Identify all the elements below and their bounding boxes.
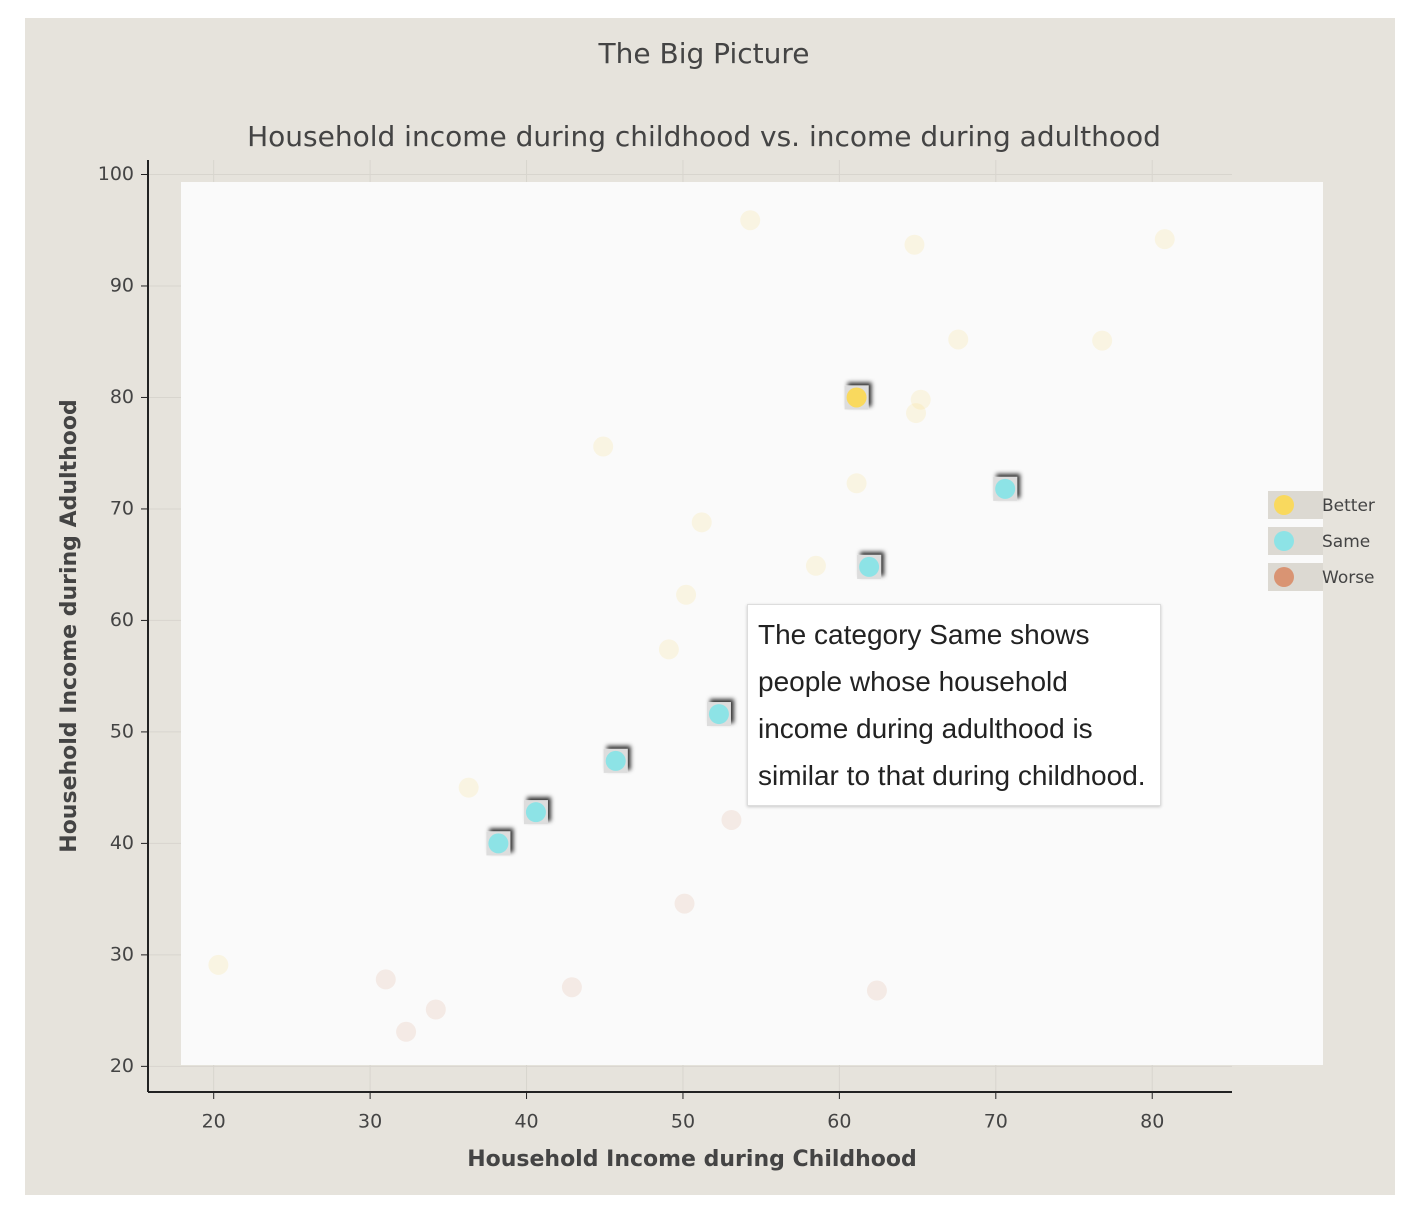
point — [375, 969, 396, 990]
x-tick-label: 40 — [514, 1111, 538, 1133]
y-tick-label: 20 — [110, 1055, 134, 1077]
point — [740, 210, 761, 231]
legend-label: Same — [1322, 532, 1370, 552]
point — [805, 555, 826, 576]
legend-label: Worse — [1322, 568, 1375, 588]
y-tick-label: 30 — [110, 943, 134, 965]
x-tick-label: 30 — [358, 1111, 382, 1133]
point — [846, 473, 867, 494]
x-tick-label: 50 — [671, 1111, 695, 1133]
point — [708, 704, 729, 725]
x-tick-label: 80 — [1140, 1111, 1164, 1133]
point — [1092, 330, 1113, 351]
point — [846, 387, 867, 408]
point — [904, 234, 925, 255]
x-tick-label: 20 — [202, 1111, 226, 1133]
point — [948, 329, 969, 350]
point — [208, 954, 229, 975]
point — [396, 1021, 417, 1042]
x-tick-label: 70 — [984, 1111, 1008, 1133]
legend-swatch — [1274, 531, 1294, 551]
point — [561, 977, 582, 998]
point — [605, 750, 626, 771]
legend-swatch — [1274, 495, 1294, 515]
point — [866, 980, 887, 1001]
chart-title: The Big Picture — [598, 37, 810, 70]
legend-label: Better — [1322, 496, 1375, 516]
point — [906, 403, 927, 424]
x-axis-label: Household Income during Childhood — [467, 1147, 917, 1172]
y-tick-label: 60 — [110, 609, 134, 631]
point — [676, 584, 697, 605]
point — [458, 777, 479, 798]
legend-swatch — [1274, 567, 1294, 587]
y-axis-label: Household Income during Adulthood — [57, 399, 82, 852]
point — [425, 999, 446, 1020]
y-tick-label: 100 — [98, 163, 134, 185]
point — [1154, 229, 1175, 250]
point — [721, 809, 742, 830]
x-tick-label: 60 — [827, 1111, 851, 1133]
point — [488, 833, 509, 854]
point — [859, 556, 880, 577]
point — [995, 478, 1016, 499]
point — [593, 436, 614, 457]
point — [674, 893, 695, 914]
chart-subtitle: Household income during childhood vs. in… — [247, 120, 1161, 153]
annotation: The category Same shows people whose hou… — [747, 604, 1161, 806]
point — [691, 512, 712, 533]
point — [910, 389, 931, 410]
point — [658, 639, 679, 660]
y-tick-label: 70 — [110, 497, 134, 519]
y-tick-label: 90 — [110, 274, 134, 296]
y-tick-label: 40 — [110, 832, 134, 854]
y-tick-label: 50 — [110, 720, 134, 742]
point — [525, 802, 546, 823]
y-tick-label: 80 — [110, 386, 134, 408]
